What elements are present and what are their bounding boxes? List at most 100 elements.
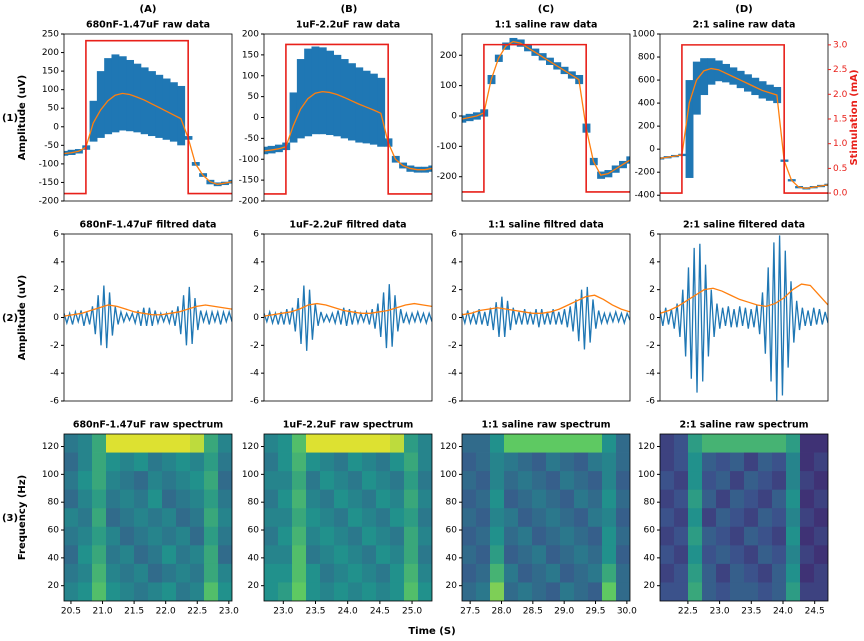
spectrum-cell [320, 489, 335, 509]
spectrum-cell [800, 526, 815, 546]
spectrum-cell [602, 563, 617, 583]
spectrum-cell [518, 471, 533, 491]
y-tick-label: -2 [646, 341, 655, 351]
spectrum-cell [758, 563, 773, 583]
spectrum-cell [334, 489, 349, 509]
row-label: (2) [2, 313, 18, 324]
spectrum-cell [278, 563, 293, 583]
spectrum-cell [476, 545, 491, 565]
spectrum-cell [786, 452, 801, 472]
signal-envelope [96, 71, 105, 138]
y-tick-label: 1000 [632, 30, 655, 40]
spectrum-cell [716, 545, 731, 565]
plot-area [64, 434, 232, 601]
panel-title: 1uF-2.2uF filtred data [289, 220, 406, 231]
spectrum-cell [148, 582, 163, 601]
y-tick-label: -200 [437, 172, 458, 182]
spectrum-cell [362, 508, 377, 528]
y-tick-label: -6 [646, 397, 655, 407]
spectrum-cell [418, 526, 432, 546]
spectrum-cell [306, 526, 321, 546]
spectrum-cell [92, 471, 107, 491]
signal-line [64, 39, 232, 195]
panel-title: 1:1 saline raw spectrum [481, 420, 610, 431]
signal-envelope [311, 46, 320, 135]
y-tick-label: 800 [638, 53, 655, 63]
spectrum-cell [278, 508, 293, 528]
y-tick-label: -2 [50, 341, 59, 351]
y2-axis-label: Stimulation (mA) [849, 69, 860, 165]
spectrum-cell [348, 545, 363, 565]
y-tick-label: 80 [48, 498, 60, 508]
y-tick-label: 60 [644, 526, 656, 536]
y-tick-label: 80 [446, 498, 458, 508]
spectrum-cell [504, 545, 519, 565]
y-tick-label: 6 [649, 230, 655, 240]
spectrum-cell [264, 508, 279, 528]
spectrum-cell [134, 434, 149, 453]
axes-frame [63, 33, 233, 202]
spectrum-cell [602, 434, 617, 453]
x-tick-label: 24.5 [370, 607, 390, 617]
spectrum-cell [162, 471, 177, 491]
y-tick-label: 40 [446, 553, 458, 563]
signal-envelope [377, 77, 386, 147]
y-tick-label: -50 [44, 141, 59, 151]
x-tick-label: 28.0 [491, 607, 511, 617]
spectrum-cell [106, 471, 121, 491]
spectrum-cell [106, 489, 121, 509]
spectrum-cell [218, 434, 232, 453]
plot-area [462, 37, 630, 193]
spectrum-cell [376, 526, 391, 546]
spectrum-cell [688, 582, 703, 601]
spectrum-cell [546, 545, 561, 565]
spectrum-cell [334, 508, 349, 528]
spectrum-cell [120, 489, 135, 509]
spectrum-cell [92, 489, 107, 509]
y-tick-label: 120 [638, 442, 655, 452]
y-tick-label: -4 [646, 369, 655, 379]
spectrum-cell [660, 563, 675, 583]
spectrum-cell [490, 545, 505, 565]
signal-envelope [355, 67, 364, 143]
y-tick-label: 60 [48, 526, 60, 536]
signal-line [660, 67, 828, 189]
spectrum-cell [616, 489, 630, 509]
spectrum-cell [176, 582, 191, 601]
spectrum-cell [758, 489, 773, 509]
signal-envelope [369, 73, 378, 145]
spectrum-cell [462, 434, 477, 453]
x-tick-label: 23.0 [710, 607, 730, 617]
spectrum-cell [716, 489, 731, 509]
y-tick-label: 0 [649, 145, 655, 155]
spectrum-cell [702, 452, 717, 472]
spectrum-cell [204, 489, 219, 509]
spectrum-cell [702, 434, 717, 453]
spectrum-cell [560, 489, 575, 509]
plot-area [64, 285, 232, 349]
spectrum-cell [362, 582, 377, 601]
spectrum-cell [688, 471, 703, 491]
spectrum-cell [106, 434, 121, 453]
axes-frame [461, 33, 631, 202]
x-tick-label: 23.0 [219, 607, 239, 617]
column-label: (C) [538, 4, 554, 15]
spectrum-cell [532, 545, 547, 565]
spectrum-cell [134, 563, 149, 583]
spectrum-cell [744, 582, 759, 601]
y-tick-label: 40 [644, 553, 656, 563]
spectrum-cell [320, 471, 335, 491]
panel-title: 2:1 saline filtered data [683, 220, 805, 231]
spectrum-cell [560, 545, 575, 565]
spectrum-cell [800, 434, 815, 453]
signal-envelope [169, 82, 178, 142]
spectrum-cell [800, 582, 815, 601]
y-tick-label: 150 [42, 67, 59, 77]
spectrum-cell [744, 545, 759, 565]
spectrum-cell [476, 508, 491, 528]
spectrum-cell [744, 471, 759, 491]
spectrum-cell [78, 545, 93, 565]
spectrum-cell [476, 471, 491, 491]
spectrum-cell [660, 489, 675, 509]
spectrum-cell [176, 471, 191, 491]
